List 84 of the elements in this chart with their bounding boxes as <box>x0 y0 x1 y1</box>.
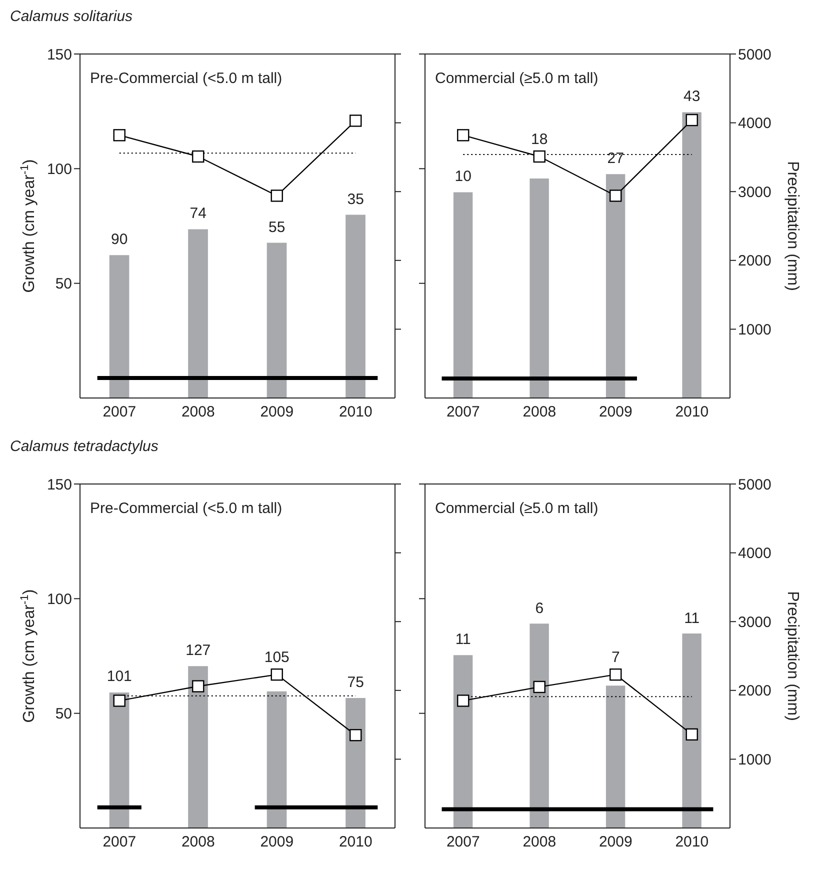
bar <box>266 691 287 828</box>
x-tick-label: 2010 <box>675 834 709 851</box>
y2-tick-label: 2000 <box>738 682 772 700</box>
bar <box>682 634 702 828</box>
point <box>192 150 204 163</box>
bar <box>453 192 473 398</box>
annotation: 18 <box>530 130 549 148</box>
bar <box>266 242 287 398</box>
x-tick-label: 2007 <box>102 404 136 421</box>
bar <box>530 624 549 828</box>
x-tick-label: 2008 <box>522 834 556 851</box>
point <box>610 190 622 202</box>
x-tick-label: 2010 <box>338 834 372 851</box>
annotation: 90 <box>110 231 129 250</box>
annotation: Pre-Commercial (<5.0 m tall) <box>90 500 282 517</box>
bar <box>109 255 130 398</box>
annotation: Commercial (≥5.0 m tall) <box>435 500 598 517</box>
annotation: 11 <box>683 610 701 628</box>
point <box>192 680 204 692</box>
chart-title: Calamus solitarius <box>9 8 134 27</box>
x-tick-label: 2007 <box>446 834 480 851</box>
x-tick-label: 2008 <box>522 404 556 421</box>
bar <box>346 698 366 828</box>
annotation: 43 <box>682 88 702 106</box>
y2-tick-label: 1000 <box>738 752 772 769</box>
y2-tick-label: 3000 <box>738 614 772 631</box>
y-tick-label: 100 <box>46 160 72 178</box>
bar <box>109 692 130 828</box>
annotation: 55 <box>268 218 286 237</box>
annotation: 7 <box>610 648 621 667</box>
x-tick-label: 2009 <box>598 834 632 851</box>
y2-tick-label: 4000 <box>738 545 772 562</box>
chart-title: Calamus tetradactylus <box>9 438 160 457</box>
point <box>533 680 546 694</box>
point <box>457 694 470 707</box>
bar <box>530 178 549 398</box>
x-tick-label: 2009 <box>598 404 632 421</box>
bar <box>188 229 208 398</box>
annotation: 74 <box>188 205 208 224</box>
annotation: 6 <box>534 600 545 618</box>
point <box>533 150 546 163</box>
bar <box>346 214 366 398</box>
y-tick-label: 50 <box>55 276 72 293</box>
point <box>686 728 698 741</box>
y-tick-label: 50 <box>55 706 72 723</box>
x-tick-label: 2008 <box>181 404 215 421</box>
bar <box>453 655 473 828</box>
point <box>686 114 698 126</box>
bar <box>606 174 626 398</box>
y2-tick-label: 5000 <box>738 46 772 64</box>
annotation: 11 <box>454 631 472 650</box>
annotation: Commercial (≥5.0 m tall) <box>435 70 598 87</box>
y2-tick-label: 2000 <box>738 252 772 270</box>
bar <box>188 666 208 828</box>
annotation: 105 <box>263 648 290 667</box>
y2-axis-title: Precipitation (mm) <box>784 591 801 721</box>
y2-axis-title: Precipitation (mm) <box>784 161 801 291</box>
x-tick-label: 2008 <box>181 834 215 851</box>
y2-tick-label: 5000 <box>738 476 772 494</box>
bar <box>606 686 626 828</box>
annotation: 27 <box>606 150 625 168</box>
x-tick-label: 2010 <box>338 404 372 421</box>
x-tick-label: 2007 <box>102 834 136 851</box>
point <box>113 694 126 707</box>
x-tick-label: 2007 <box>446 404 480 421</box>
point <box>610 668 622 681</box>
y-tick-label: 100 <box>46 590 72 608</box>
x-tick-label: 2010 <box>675 404 709 421</box>
bar <box>682 112 702 398</box>
y-tick-label: 150 <box>46 476 72 494</box>
y2-tick-label: 3000 <box>738 184 772 201</box>
point <box>350 729 362 742</box>
x-tick-label: 2009 <box>260 834 294 851</box>
x-tick-label: 2009 <box>260 404 294 421</box>
y2-tick-label: 4000 <box>738 115 772 132</box>
annotation: 10 <box>454 168 472 186</box>
annotation: 35 <box>346 190 365 209</box>
annotation: 75 <box>346 674 365 692</box>
annotation: Pre-Commercial (<5.0 m tall) <box>90 70 282 87</box>
y-tick-label: 150 <box>46 46 72 64</box>
annotation: 101 <box>106 668 133 686</box>
point <box>270 668 283 681</box>
annotation: 127 <box>184 642 212 660</box>
y2-tick-label: 1000 <box>738 322 772 339</box>
